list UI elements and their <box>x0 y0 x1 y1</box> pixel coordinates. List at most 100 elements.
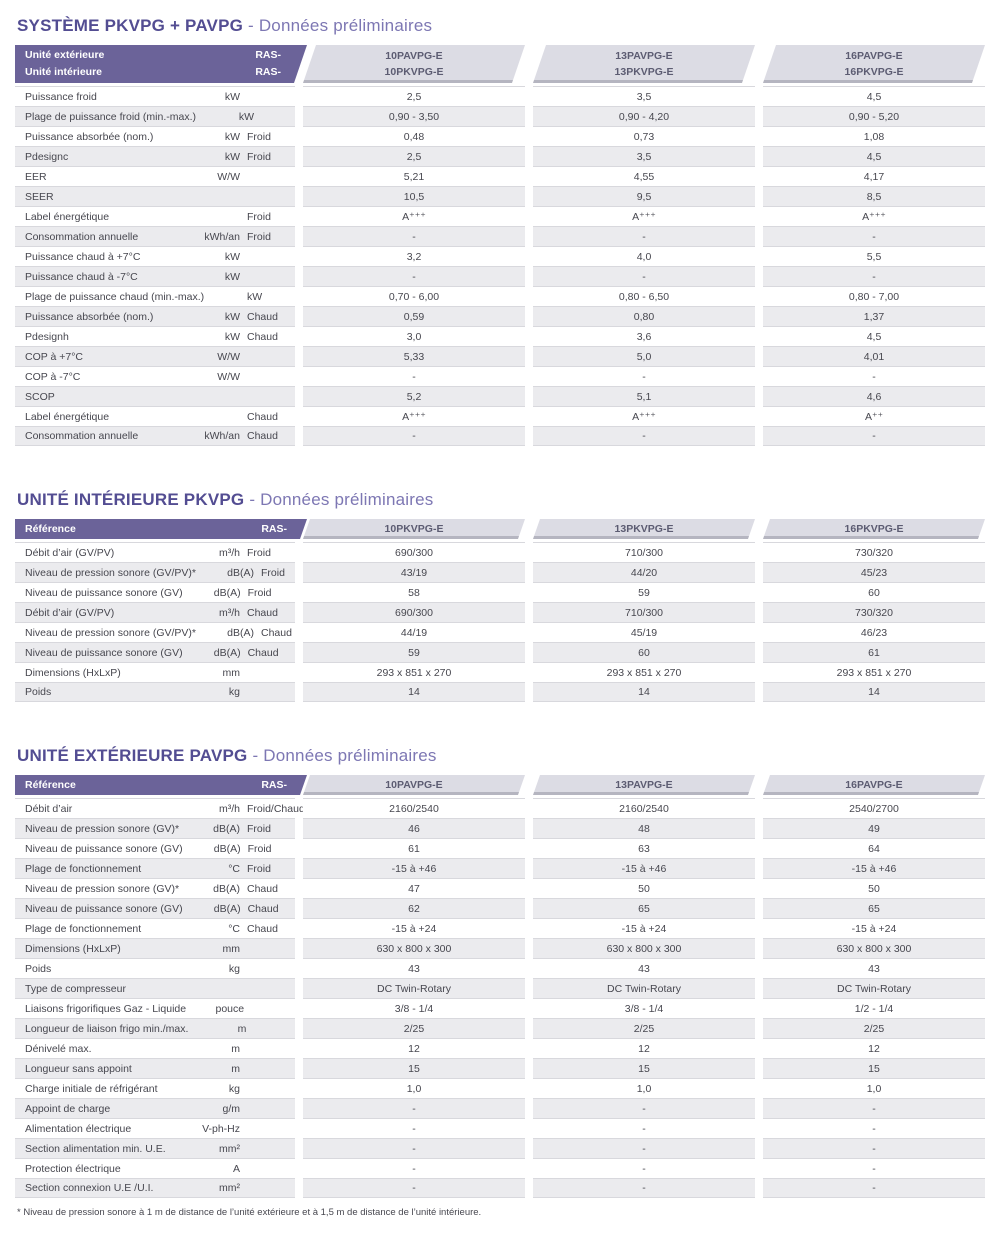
row-unit: m³/h <box>219 546 240 559</box>
value-cell: - <box>763 1118 985 1138</box>
table-row: Niveau de puissance sonore (GV) dB(A) Ch… <box>15 642 985 662</box>
header-columns: 10PAVPG-E 13PAVPG-E 16PAVPG-E <box>303 775 985 795</box>
sections-container: SYSTÈME PKVPG + PAVPG - Données prélimina… <box>15 16 985 1198</box>
value-cell: - <box>533 1118 755 1138</box>
value-cell: 14 <box>763 682 985 702</box>
column-header-line: 10PKVPG-E <box>384 523 444 535</box>
row-mode: Chaud <box>247 330 278 343</box>
row-label-cell: Section connexion U.E /U.I. mm² <box>15 1178 295 1198</box>
value-cell: A⁺⁺ <box>763 406 985 426</box>
table-row: Plage de puissance froid (min.-max.) kW … <box>15 106 985 126</box>
value-cell: 690/300 <box>303 602 525 622</box>
value-cell: 4,5 <box>763 86 985 106</box>
value-cell: - <box>763 226 985 246</box>
table-row: Niveau de pression sonore (GV/PV)* dB(A)… <box>15 622 985 642</box>
value-cell: 65 <box>763 898 985 918</box>
row-label-cell: Dimensions (HxLxP) mm <box>15 938 295 958</box>
row-label: COP à -7°C <box>25 370 81 383</box>
row-label: Niveau de pression sonore (GV)* <box>25 882 180 895</box>
value-cell: 0,73 <box>533 126 755 146</box>
column-header-line: 10PAVPG-E <box>385 50 443 62</box>
table-row: Niveau de puissance sonore (GV) dB(A) Fr… <box>15 582 985 602</box>
row-label: Niveau de pression sonore (GV)* <box>25 822 180 835</box>
value-cell: 630 x 800 x 300 <box>303 938 525 958</box>
row-label: Longueur de liaison frigo min./max. <box>25 1022 189 1035</box>
table-row: EER W/W 5,21 4,55 4,17 <box>15 166 985 186</box>
row-unit: m <box>231 1062 240 1075</box>
table-row: Plage de fonctionnement °C Chaud -15 à +… <box>15 918 985 938</box>
row-mode: Froid <box>247 546 271 559</box>
value-cell: 5,0 <box>533 346 755 366</box>
value-cell: 710/300 <box>533 602 755 622</box>
row-mode: Chaud <box>247 902 279 915</box>
row-label-cell: Niveau de pression sonore (GV)* dB(A) Fr… <box>15 818 295 838</box>
row-unit: mm² <box>219 1182 240 1194</box>
row-mode: Froid/Chaud <box>247 802 305 815</box>
row-unit: dB(A) <box>227 626 254 639</box>
row-label: Longueur sans appoint <box>25 1062 132 1075</box>
row-label: Protection électrique <box>25 1162 121 1175</box>
row-label: SEER <box>25 190 54 203</box>
value-cell: A⁺⁺⁺ <box>763 206 985 226</box>
row-label-cell: Liaisons frigorifiques Gaz - Liquide pou… <box>15 998 295 1018</box>
value-cell: -15 à +24 <box>303 918 525 938</box>
row-label: Niveau de puissance sonore (GV) <box>25 842 183 855</box>
table-row: Puissance absorbée (nom.) kW Chaud 0,59 … <box>15 306 985 326</box>
header-ras-label: RAS- <box>255 66 281 78</box>
header-left-row: Référence RAS- <box>25 776 287 794</box>
row-label-cell: Niveau de pression sonore (GV/PV)* dB(A)… <box>15 622 295 642</box>
row-label: Dénivelé max. <box>25 1042 92 1055</box>
value-cell: 4,6 <box>763 386 985 406</box>
row-label-cell: Dénivelé max. m <box>15 1038 295 1058</box>
row-label: Appoint de charge <box>25 1102 111 1115</box>
row-label-cell: Appoint de charge g/m <box>15 1098 295 1118</box>
row-mode: Chaud <box>247 410 278 423</box>
column-header-line: 13PAVPG-E <box>615 779 673 791</box>
value-cell: - <box>533 226 755 246</box>
footnote: * Niveau de pression sonore à 1 m de dis… <box>17 1207 482 1218</box>
value-cell: 0,80 - 6,50 <box>533 286 755 306</box>
value-cell: 293 x 851 x 270 <box>533 662 755 682</box>
value-cell: 1,0 <box>303 1078 525 1098</box>
value-cell: 59 <box>533 582 755 602</box>
value-cell: 3,5 <box>533 146 755 166</box>
table-header: Référence RAS- 10PAVPG-E 13PAVPG-E 16PAVPG-… <box>15 775 985 795</box>
row-label-cell: Plage de fonctionnement °C Froid <box>15 858 295 878</box>
value-cell: -15 à +46 <box>303 858 525 878</box>
value-cell: 2/25 <box>763 1018 985 1038</box>
value-cell: 5,2 <box>303 386 525 406</box>
row-label-cell: Dimensions (HxLxP) mm <box>15 662 295 682</box>
row-label: Consommation annuelle <box>25 430 139 442</box>
row-unit: dB(A) <box>213 842 241 855</box>
value-cell: - <box>303 1118 525 1138</box>
value-cell: - <box>303 426 525 446</box>
table-row: Protection électrique A - - - <box>15 1158 985 1178</box>
row-label-cell: Puissance absorbée (nom.) kW Froid <box>15 126 295 146</box>
row-unit: dB(A) <box>213 646 241 659</box>
value-cell: - <box>763 1098 985 1118</box>
value-cell: DC Twin-Rotary <box>763 978 985 998</box>
value-cell: 5,21 <box>303 166 525 186</box>
row-label: Niveau de puissance sonore (GV) <box>25 646 183 659</box>
row-label-cell: Niveau de pression sonore (GV/PV)* dB(A)… <box>15 562 295 582</box>
value-cell: 730/320 <box>763 542 985 562</box>
value-cell: A⁺⁺⁺ <box>533 206 755 226</box>
row-label-cell: Niveau de puissance sonore (GV) dB(A) Fr… <box>15 838 295 858</box>
table-row: COP à +7°C W/W 5,33 5,0 4,01 <box>15 346 985 366</box>
row-mode: Froid <box>261 566 285 579</box>
value-cell: 45/23 <box>763 562 985 582</box>
value-cell: 15 <box>533 1058 755 1078</box>
table-row: Débit d’air (GV/PV) m³/h Froid 690/300 7… <box>15 542 985 562</box>
value-cell: 3,5 <box>533 86 755 106</box>
section-title-sub: - Données préliminaires <box>248 16 433 35</box>
column-header-line: 16PAVPG-E <box>845 50 903 62</box>
value-cell: 630 x 800 x 300 <box>763 938 985 958</box>
value-cell: 2,5 <box>303 86 525 106</box>
section-title-main: UNITÉ INTÉRIEURE PKVPG <box>17 490 245 509</box>
row-unit: mm <box>222 666 241 679</box>
row-unit: W/W <box>217 170 240 183</box>
table-row: Puissance chaud à -7°C kW - - - <box>15 266 985 286</box>
row-label-cell: Charge initiale de réfrigérant kg <box>15 1078 295 1098</box>
table-row: Section alimentation min. U.E. mm² - - - <box>15 1138 985 1158</box>
